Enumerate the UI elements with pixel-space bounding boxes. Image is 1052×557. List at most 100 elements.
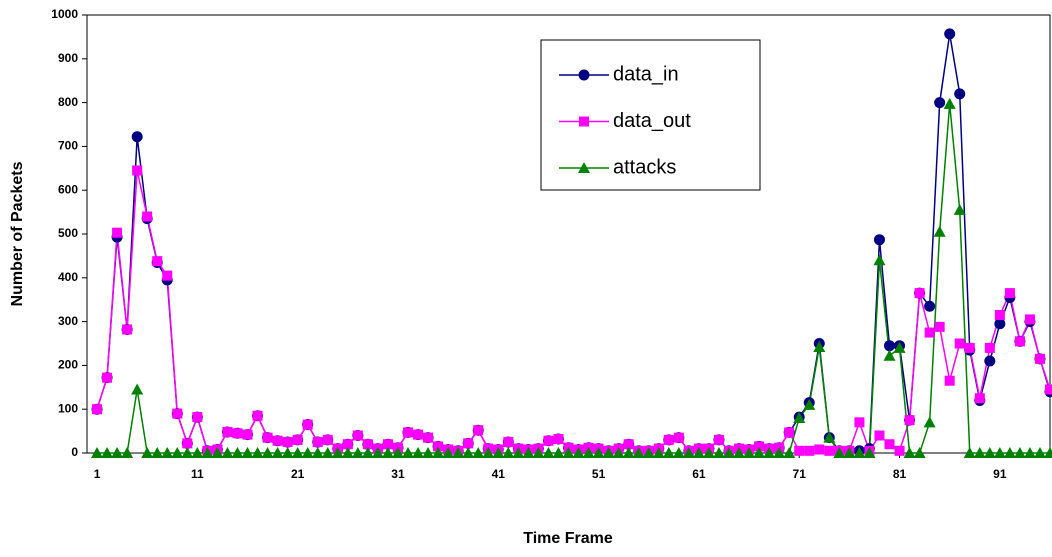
x-tick-label: 61 <box>692 467 706 481</box>
data-point <box>423 433 433 443</box>
x-tick-label: 71 <box>793 467 807 481</box>
data-point <box>192 412 202 422</box>
data-point <box>985 343 995 353</box>
data-point <box>714 435 724 445</box>
data-point <box>874 430 884 440</box>
data-point <box>965 343 975 353</box>
data-point <box>162 271 172 281</box>
x-tick-label: 31 <box>391 467 405 481</box>
data-point <box>885 439 895 449</box>
data-point <box>934 226 946 237</box>
data-point <box>664 435 674 445</box>
data-point <box>784 427 794 437</box>
data-point <box>944 28 955 39</box>
data-point <box>824 446 834 456</box>
data-point <box>1035 354 1045 364</box>
data-point <box>804 446 814 456</box>
y-tick-label: 700 <box>58 139 78 153</box>
data-point <box>924 416 936 427</box>
data-point <box>273 436 283 446</box>
x-tick-label: 81 <box>893 467 907 481</box>
legend-marker <box>579 70 590 81</box>
y-tick-label: 800 <box>58 95 78 109</box>
data-point <box>895 446 905 456</box>
data-point <box>935 322 945 332</box>
data-point <box>463 438 473 448</box>
data-point <box>92 404 102 414</box>
data-point <box>884 340 895 351</box>
data-point <box>995 310 1005 320</box>
data-point <box>283 437 293 447</box>
data-point <box>884 350 896 361</box>
y-tick-label: 500 <box>58 226 78 240</box>
legend-label: data_in <box>613 63 679 85</box>
data-point <box>172 409 182 419</box>
y-tick-label: 900 <box>58 51 78 65</box>
data-point <box>1045 384 1052 394</box>
data-point <box>1025 314 1035 324</box>
x-tick-label: 21 <box>291 467 305 481</box>
data-point <box>543 436 553 446</box>
data-point <box>253 411 263 421</box>
x-tick-label: 1 <box>94 467 101 481</box>
data-point <box>122 324 132 334</box>
data-point <box>131 383 143 394</box>
data-point <box>905 415 915 425</box>
data-point <box>243 430 253 440</box>
data-point <box>353 430 363 440</box>
data-point <box>112 228 122 238</box>
data-point <box>132 165 142 175</box>
legend-label: data_out <box>613 110 691 132</box>
data-point <box>874 234 885 245</box>
data-point <box>132 131 143 142</box>
data-point <box>263 433 273 443</box>
y-tick-label: 200 <box>58 358 78 372</box>
data-point <box>553 434 563 444</box>
x-tick-label: 91 <box>993 467 1007 481</box>
data-point <box>403 427 413 437</box>
y-tick-label: 1000 <box>51 7 78 21</box>
data-point <box>313 437 323 447</box>
data-point <box>794 446 804 456</box>
data-point <box>945 376 955 386</box>
data-point <box>152 256 162 266</box>
y-tick-label: 0 <box>71 445 78 459</box>
data-point <box>873 254 885 265</box>
data-point <box>854 417 864 427</box>
data-point <box>182 438 192 448</box>
x-tick-label: 11 <box>191 467 204 481</box>
y-tick-label: 600 <box>58 182 78 196</box>
data-point <box>954 88 965 99</box>
y-axis-title: Number of Packets <box>9 161 26 306</box>
data-point <box>984 356 995 367</box>
data-point <box>323 435 333 445</box>
y-tick-label: 100 <box>58 401 78 415</box>
series-line <box>97 170 1050 450</box>
y-tick-label: 400 <box>58 270 78 284</box>
data-point <box>1005 288 1015 298</box>
data-point <box>473 425 483 435</box>
data-point <box>413 430 423 440</box>
data-point <box>955 339 965 349</box>
data-point <box>915 288 925 298</box>
data-point <box>814 444 824 454</box>
data-point <box>503 437 513 447</box>
data-point <box>934 97 945 108</box>
data-point <box>925 328 935 338</box>
y-tick-label: 300 <box>58 314 78 328</box>
data-point <box>293 435 303 445</box>
data-point <box>975 393 985 403</box>
legend-label: attacks <box>613 156 676 178</box>
data-point <box>1015 336 1025 346</box>
x-tick-label: 51 <box>592 467 606 481</box>
data-point <box>924 301 935 312</box>
x-tick-label: 41 <box>492 467 506 481</box>
legend-marker <box>579 117 589 127</box>
data-point <box>232 428 242 438</box>
data-point <box>944 98 956 109</box>
data-point <box>674 433 684 443</box>
data-point <box>303 420 313 430</box>
x-axis-title: Time Frame <box>523 530 613 547</box>
data-point <box>142 211 152 221</box>
